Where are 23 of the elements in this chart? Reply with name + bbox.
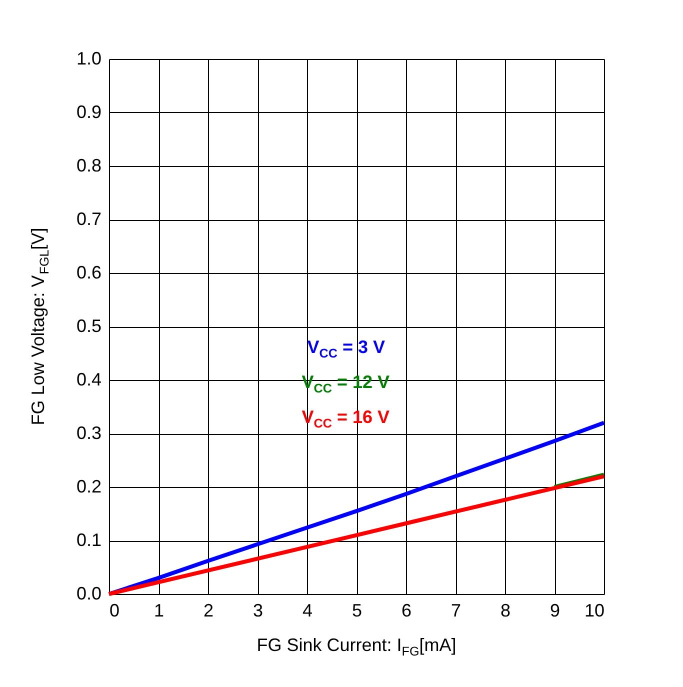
x-tick-label: 3 — [252, 600, 264, 620]
x-tick-label: 9 — [550, 600, 560, 620]
y-tick-label: 0.6 — [76, 262, 102, 282]
y-tick-label: 0.5 — [76, 316, 102, 336]
y-tick-label: 0.2 — [76, 476, 102, 496]
x-tick-label: 7 — [450, 600, 462, 620]
y-tick-label: 0.4 — [76, 370, 102, 390]
x-tick-label: 10 — [584, 600, 604, 620]
y-tick-label: 0.9 — [76, 102, 102, 122]
x-tick-label: 8 — [500, 600, 511, 620]
y-tick-label: 0.8 — [76, 156, 102, 176]
y-tick-label: 0.7 — [76, 209, 102, 229]
x-tick-label: 2 — [203, 600, 214, 620]
x-tick-label: 1 — [154, 600, 164, 620]
x-tick-label: 5 — [352, 600, 362, 620]
y-tick-label: 0.3 — [76, 423, 102, 443]
y-tick-label: 1.0 — [76, 48, 102, 68]
y-tick-label: 0.1 — [76, 530, 102, 550]
x-tick-label: 4 — [302, 600, 313, 620]
y-tick-label: 0.0 — [76, 584, 102, 604]
x-tick-label: 6 — [401, 600, 412, 620]
y-axis-title: FG Low Voltage: VFGL[V] — [28, 228, 52, 426]
x-tick-label: 0 — [110, 600, 120, 620]
